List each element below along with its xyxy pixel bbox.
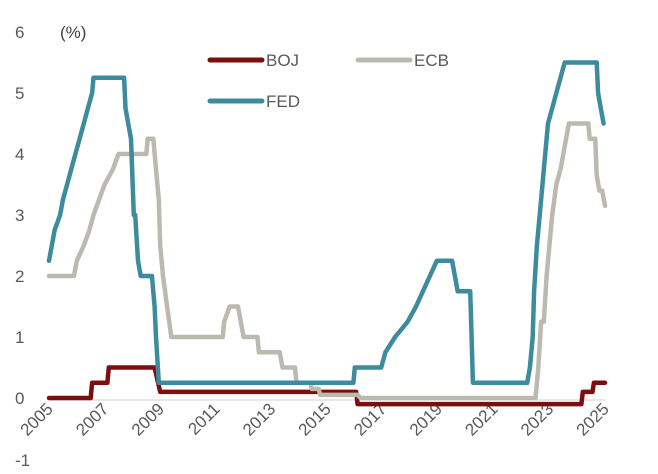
x-tick-label: 2007 (72, 399, 112, 439)
series-line-ecb (46, 121, 608, 401)
unit-label: (%) (60, 23, 86, 42)
series-lines (46, 60, 608, 407)
legend: BOJ ECB FED (207, 51, 449, 111)
y-tick-label: 1 (15, 328, 24, 347)
legend-label-ecb: ECB (414, 51, 449, 70)
y-tick-label: 0 (15, 389, 24, 408)
x-tick-label: 2015 (295, 399, 335, 439)
legend-label-boj: BOJ (266, 51, 299, 70)
y-tick-label: 3 (15, 206, 24, 225)
y-tick-label: 5 (15, 84, 24, 103)
x-tick-label: 2013 (239, 399, 279, 439)
y-axis-ticks: 6 5 4 3 2 1 0 -1 (15, 23, 30, 470)
y-tick-label: 2 (15, 267, 24, 286)
y-tick-label: 4 (15, 145, 24, 164)
x-tick-label: 2009 (128, 399, 168, 439)
series-line-fed (46, 60, 606, 386)
x-tick-label: 2011 (184, 399, 223, 438)
series-line-boj (46, 365, 608, 407)
legend-label-fed: FED (266, 92, 300, 111)
y-tick-label: 6 (15, 23, 24, 42)
y-tick-label: -1 (15, 451, 30, 470)
